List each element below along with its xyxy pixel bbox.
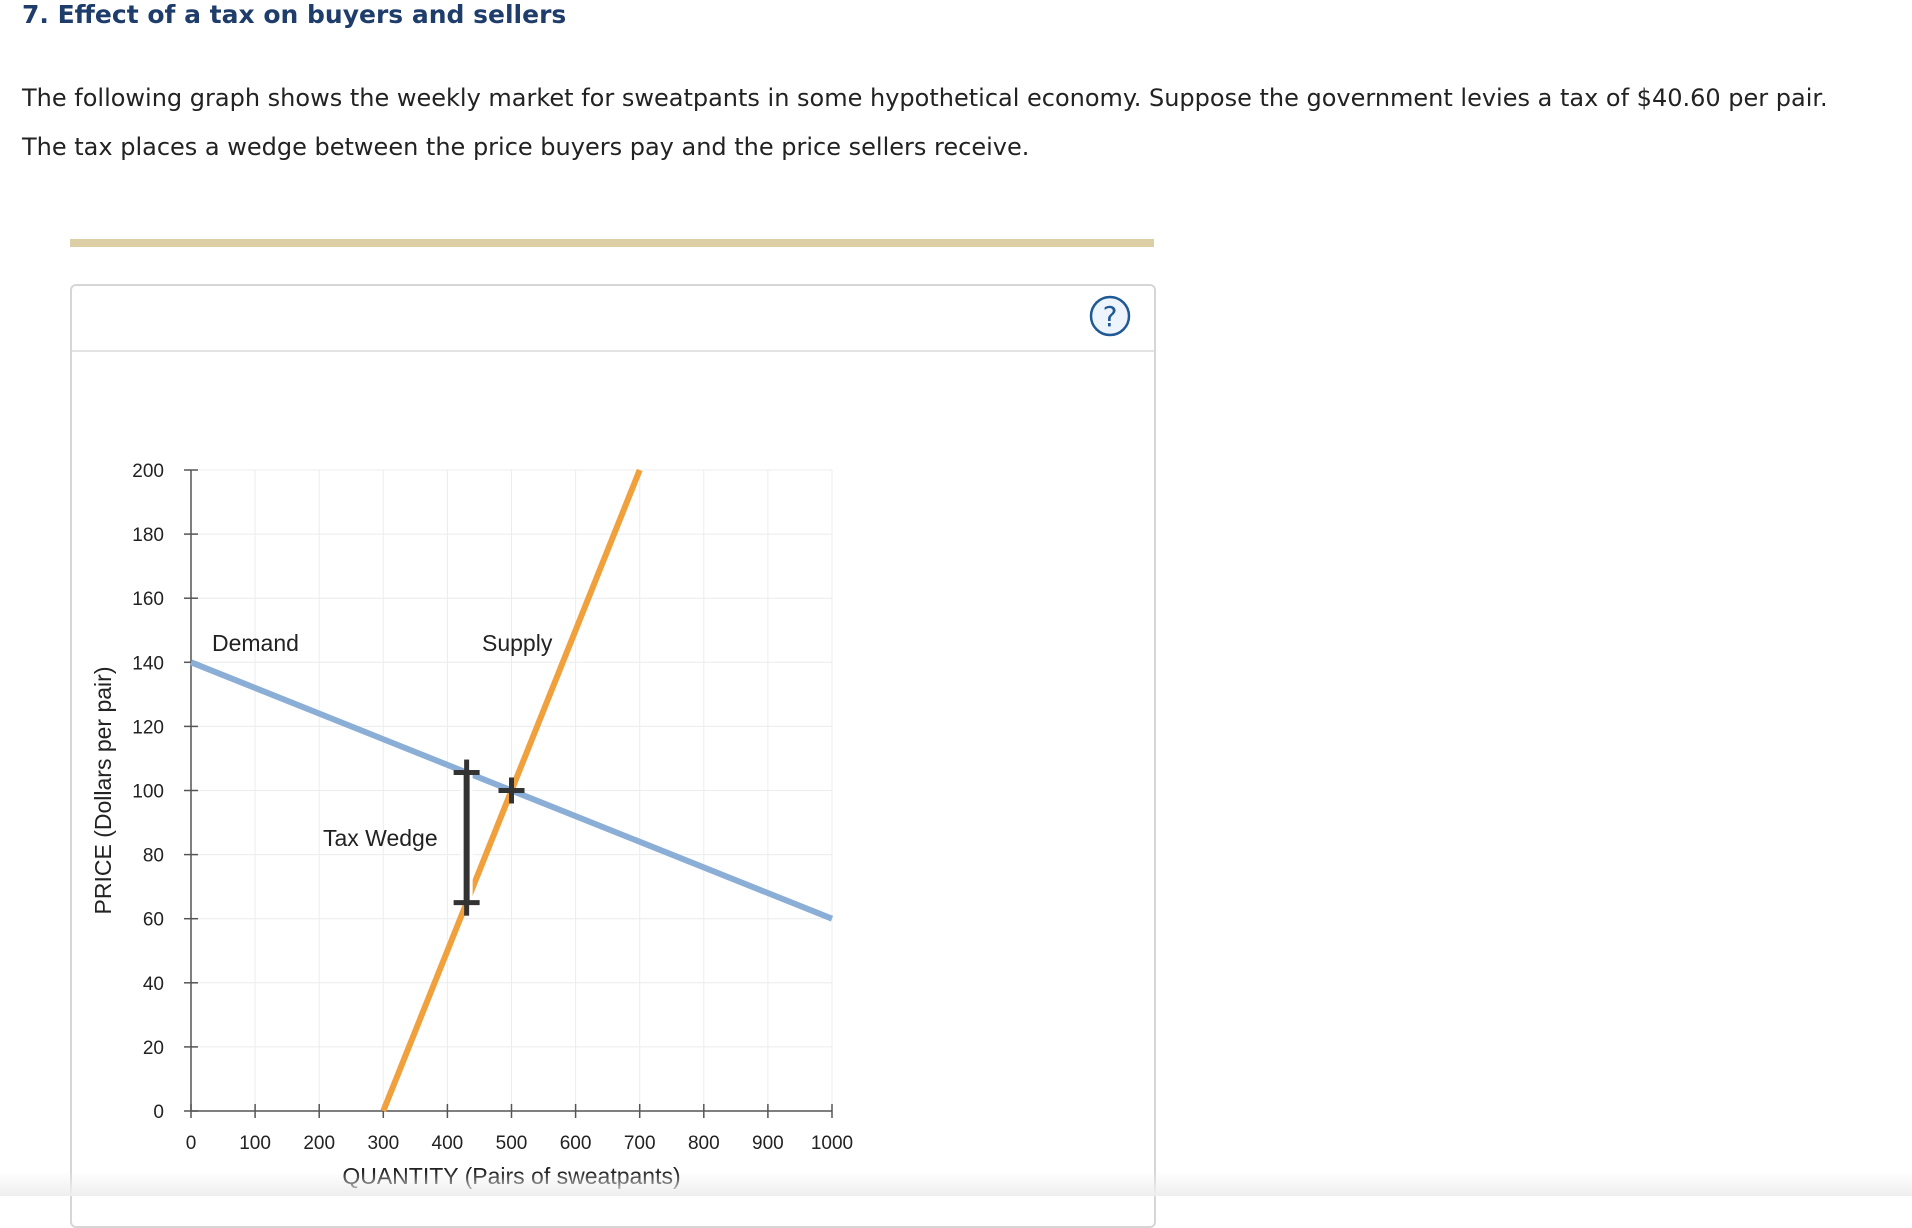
x-tick-label-900: 900 xyxy=(752,1133,784,1154)
question-text-line-1: The following graph shows the weekly mar… xyxy=(22,84,1828,112)
question-text-line-2: The tax places a wedge between the price… xyxy=(22,133,1030,161)
x-tick-label-1000: 1000 xyxy=(811,1133,853,1154)
tax-wedge-layer xyxy=(453,759,525,916)
grid-layer xyxy=(191,469,833,1111)
x-tick-label-0: 0 xyxy=(186,1133,197,1154)
question-title: 7. Effect of a tax on buyers and sellers xyxy=(22,0,567,29)
x-tick-label-100: 100 xyxy=(239,1133,271,1154)
y-tick-label-180: 180 xyxy=(132,525,164,546)
help-icon[interactable]: ? xyxy=(1088,294,1132,338)
y-tick-label-200: 200 xyxy=(132,461,164,482)
series-label-supply: Supply xyxy=(482,630,553,656)
section-divider xyxy=(70,239,1154,247)
x-tick-label-600: 600 xyxy=(560,1133,592,1154)
help-icon-circle xyxy=(1089,295,1131,337)
question-text: The following graph shows the weekly mar… xyxy=(22,74,1902,172)
x-tick-label-500: 500 xyxy=(496,1133,528,1154)
y-tick-label-0: 0 xyxy=(153,1102,164,1123)
axis-layer: 0 20 40 60 80 100 120 140 160 180 200 0 100 200 300 400… xyxy=(132,461,853,1154)
x-tick-label-400: 400 xyxy=(432,1133,464,1154)
y-tick-label-140: 140 xyxy=(132,653,164,674)
graph-panel-header: ? xyxy=(72,286,1154,352)
y-tick-label-40: 40 xyxy=(143,974,164,995)
help-icon-symbol: ? xyxy=(1103,300,1118,333)
y-tick-label-120: 120 xyxy=(132,717,164,738)
x-tick-label-200: 200 xyxy=(303,1133,335,1154)
supply-demand-chart: 0 20 40 60 80 100 120 140 160 180 200 0 100 200 300 400… xyxy=(90,461,853,1189)
x-tick-label-700: 700 xyxy=(624,1133,656,1154)
tax-wedge-label: Tax Wedge xyxy=(323,825,438,851)
y-tick-label-80: 80 xyxy=(143,846,164,867)
scroll-fade xyxy=(0,1172,1912,1196)
y-tick-label-60: 60 xyxy=(143,910,164,931)
y-tick-label-160: 160 xyxy=(132,589,164,610)
y-tick-label-20: 20 xyxy=(143,1038,164,1059)
x-tick-label-300: 300 xyxy=(367,1133,399,1154)
y-tick-label-100: 100 xyxy=(132,782,164,803)
graph-panel: ? xyxy=(70,284,1156,1228)
series-label-demand: Demand xyxy=(212,630,299,656)
x-tick-label-800: 800 xyxy=(688,1133,720,1154)
y-axis-title: PRICE (Dollars per pair) xyxy=(90,667,116,915)
